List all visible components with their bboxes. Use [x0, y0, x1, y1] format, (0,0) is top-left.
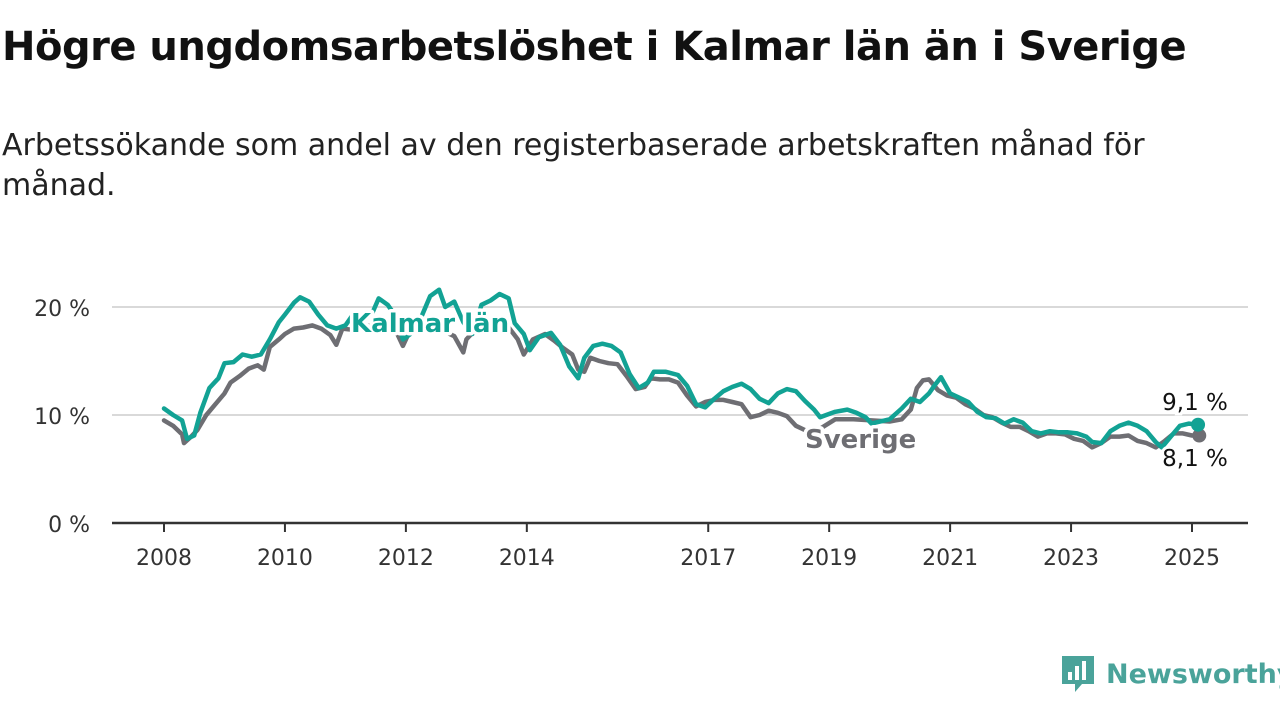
y-tick-label-10: 10 % — [34, 405, 90, 430]
series-end-dot-sverige — [1192, 428, 1207, 443]
x-tick-label-2012: 2012 — [378, 546, 434, 571]
series-lines — [161, 287, 1207, 450]
y-tick-label-20: 20 % — [34, 297, 90, 322]
newsworthy-logo-icon — [1062, 656, 1094, 692]
series-labels: Sverige 8,1 % Kalmar län 9,1 % — [348, 306, 1231, 475]
x-tick-label-2025: 2025 — [1164, 546, 1220, 571]
x-tick-label-2021: 2021 — [922, 546, 978, 571]
gridlines — [112, 306, 1248, 416]
series-label-sverige: Sverige — [805, 425, 916, 455]
x-tick-label-2008: 2008 — [136, 546, 192, 571]
newsworthy-logo: Newsworthy — [1060, 654, 1280, 694]
x-tick-label-2023: 2023 — [1043, 546, 1099, 571]
x-tick-label-2014: 2014 — [499, 546, 555, 571]
end-value-label-kalmar-län: 9,1 % — [1162, 390, 1228, 416]
y-axis-tick-labels: 0 % 10 % 20 % — [34, 297, 90, 538]
x-axis: 2008 2010 2012 2014 2017 2019 2021 2023 2025 — [112, 521, 1248, 571]
x-tick-label-2019: 2019 — [801, 546, 857, 571]
series-line-kalmar-län — [161, 287, 1201, 450]
y-tick-label-0: 0 % — [48, 513, 90, 538]
x-tick-label-2010: 2010 — [257, 546, 313, 571]
x-tick-label-2017: 2017 — [680, 546, 736, 571]
end-value-label-sverige: 8,1 % — [1162, 446, 1228, 472]
newsworthy-brand-name: Newsworthy — [1106, 658, 1280, 690]
chart-subtitle: Arbetssökande som andel av den registerb… — [2, 128, 1145, 203]
series-end-dot-kalmar-län — [1191, 417, 1206, 432]
chart-title: Högre ungdomsarbetslöshet i Kalmar län ä… — [2, 24, 1187, 70]
line-chart: 0 % 10 % 20 % 2008 2010 2012 2014 2017 2019 2021… — [34, 287, 1248, 571]
series-label-kalmar-län: Kalmar län — [351, 309, 509, 339]
